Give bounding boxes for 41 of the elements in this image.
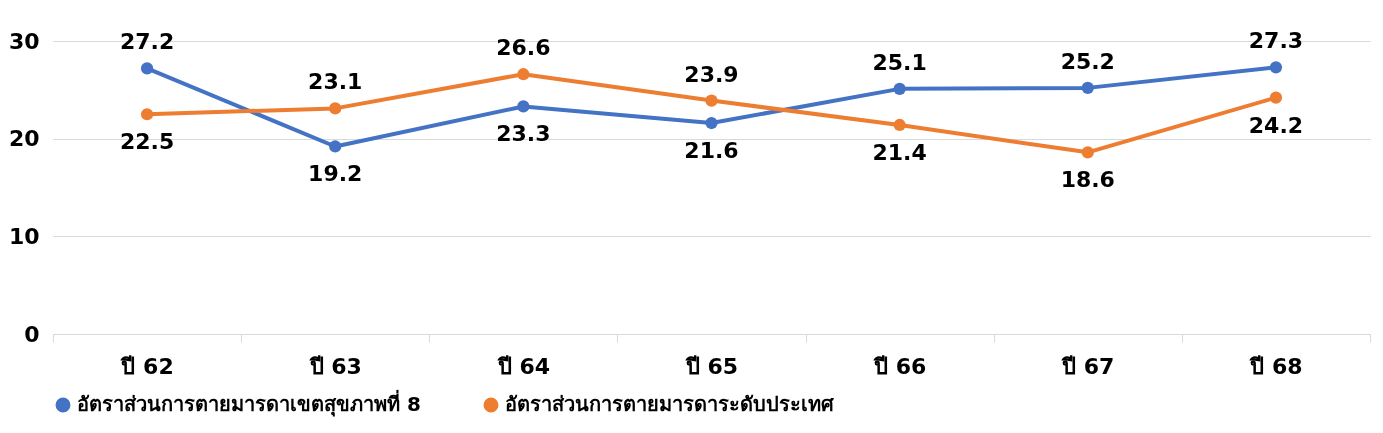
x-tick-label: ปี 65 xyxy=(684,353,739,379)
x-tick-label: ปี 67 xyxy=(1061,353,1115,379)
x-tick-label: ปี 66 xyxy=(873,353,927,379)
y-tick-label: 10 xyxy=(8,223,40,249)
data-label: 22.5 xyxy=(119,129,175,155)
data-label: 27.3 xyxy=(1248,28,1304,54)
x-tick-label: ปี 62 xyxy=(120,353,174,379)
y-tick-label: 20 xyxy=(8,126,40,152)
point xyxy=(893,82,906,95)
data-label: 23.1 xyxy=(308,69,363,95)
point xyxy=(705,116,718,130)
y-tick-label: 30 xyxy=(8,28,40,54)
x-tick-label: ปี 63 xyxy=(308,353,362,379)
data-label: 26.6 xyxy=(496,35,551,61)
legend-label: อัตราส่วนการตายมารดาระดับประเทศ xyxy=(505,392,835,416)
point xyxy=(140,62,154,75)
point xyxy=(1081,146,1094,159)
data-label: 25.2 xyxy=(1060,48,1115,74)
data-label: 24.2 xyxy=(1248,112,1304,138)
point xyxy=(329,102,342,115)
point xyxy=(329,140,342,153)
point xyxy=(893,118,906,132)
data-label: 18.6 xyxy=(1060,167,1115,193)
point xyxy=(140,108,154,121)
data-label: 21.6 xyxy=(684,138,739,164)
data-label: 21.4 xyxy=(872,139,927,165)
point xyxy=(1081,81,1094,94)
data-label: 23.3 xyxy=(496,121,551,147)
point xyxy=(1269,91,1283,104)
x-tick-label: ปี 68 xyxy=(1249,353,1303,379)
legend-label: อัตราส่วนการตายมารดาเขตสุขภาพที่ 8 xyxy=(77,389,421,417)
y-tick-label: 0 xyxy=(24,321,40,347)
data-label: 23.9 xyxy=(684,61,739,87)
point xyxy=(705,94,718,107)
data-label: 19.2 xyxy=(308,161,363,187)
x-tick-label: ปี 64 xyxy=(496,353,550,379)
point xyxy=(1269,61,1283,74)
point xyxy=(517,68,530,81)
point xyxy=(517,100,530,113)
data-label: 25.1 xyxy=(872,49,927,75)
data-label: 27.2 xyxy=(119,29,175,55)
